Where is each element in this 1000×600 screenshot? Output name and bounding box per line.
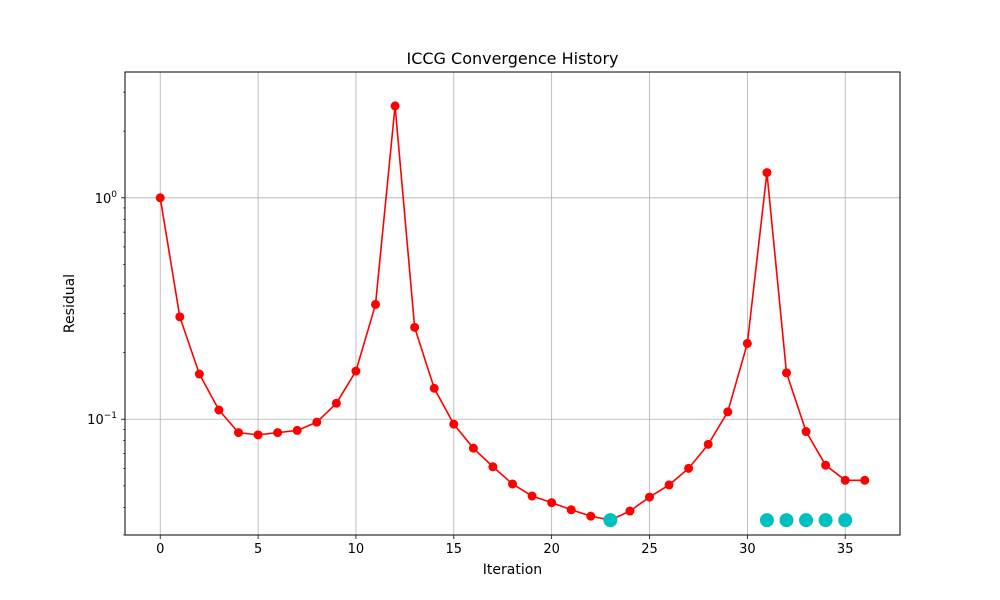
x-axis-label: Iteration [483, 562, 542, 578]
data-point [468, 443, 478, 453]
data-point [703, 439, 713, 449]
highlight-point [838, 513, 853, 528]
grid [125, 72, 900, 535]
data-point [742, 338, 752, 348]
data-point [860, 475, 870, 485]
data-point [371, 299, 381, 309]
x-tick-label: 0 [156, 542, 164, 557]
plot-area-frame [124, 71, 901, 536]
x-tick-label: 15 [446, 542, 463, 557]
data-point [547, 498, 557, 508]
data-point [273, 428, 283, 438]
highlight-point [799, 513, 814, 528]
data-series [155, 101, 870, 528]
data-point [781, 368, 791, 378]
data-point [449, 419, 459, 429]
y-axis-label: Residual [62, 274, 78, 333]
data-point [410, 322, 420, 332]
highlight-point [603, 513, 618, 528]
data-point [586, 511, 596, 521]
highlight-point [779, 513, 794, 528]
data-point [234, 428, 244, 438]
x-tick-label: 20 [543, 542, 560, 557]
data-point [508, 479, 517, 489]
data-point [194, 369, 204, 379]
data-point [684, 463, 694, 473]
data-point [390, 101, 400, 111]
data-point [155, 193, 165, 203]
data-point [175, 312, 185, 322]
y-tick-label: 100 [95, 190, 118, 207]
axis-ticks: 0 5 10 15 20 25 30 35 100 10−1 [87, 91, 854, 557]
data-point [840, 475, 850, 485]
data-point [625, 506, 635, 516]
x-tick-label: 10 [348, 542, 365, 557]
highlight-point [818, 513, 833, 528]
y-tick-label: 10−1 [87, 411, 117, 428]
data-point [664, 480, 674, 490]
data-point [488, 462, 498, 472]
data-point [351, 366, 361, 376]
highlight-point [759, 513, 774, 528]
x-tick-label: 35 [837, 542, 854, 557]
data-point [723, 407, 733, 417]
data-point [429, 383, 439, 393]
data-point [801, 427, 811, 437]
data-point [527, 491, 537, 501]
chart-title: ICCG Convergence History [406, 49, 618, 68]
data-point [292, 425, 302, 435]
x-tick-label: 25 [641, 542, 658, 557]
data-point [214, 405, 224, 415]
data-point [566, 505, 576, 515]
data-point [253, 430, 263, 440]
data-point [821, 460, 831, 470]
data-point [331, 398, 341, 408]
x-tick-label: 30 [739, 542, 756, 557]
data-point [312, 417, 322, 427]
x-tick-label: 5 [254, 542, 262, 557]
data-point [762, 168, 772, 178]
data-point [644, 492, 654, 502]
